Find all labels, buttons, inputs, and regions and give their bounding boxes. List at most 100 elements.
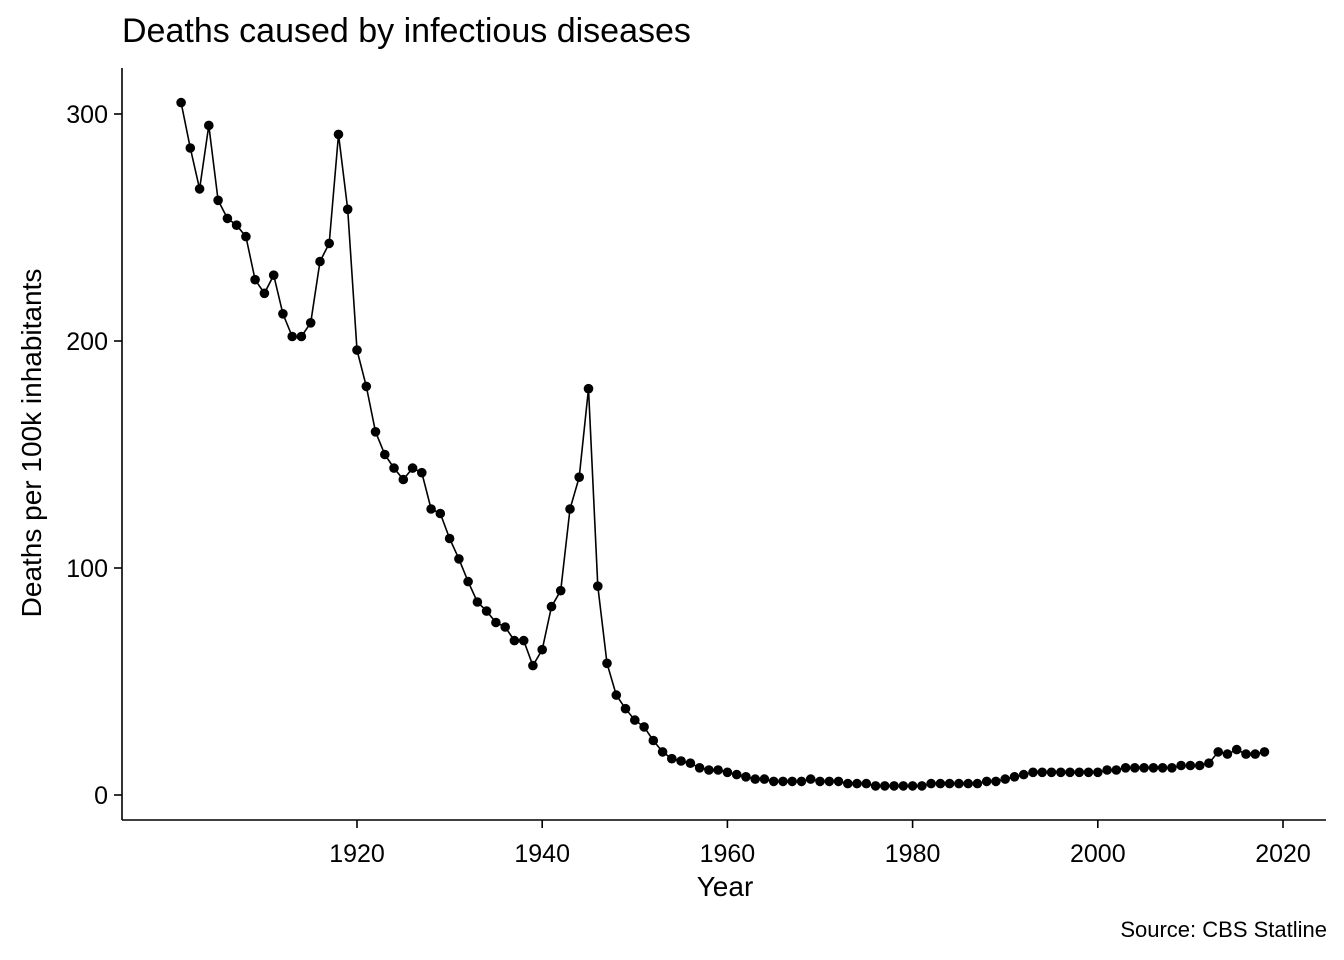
data-point: [1028, 767, 1038, 778]
x-tick-label: 1940: [514, 840, 570, 868]
data-point: [1065, 767, 1075, 778]
data-point: [1194, 760, 1205, 771]
data-point: [843, 778, 853, 789]
data-point: [704, 765, 714, 775]
data-point: [805, 774, 816, 784]
data-point: [648, 735, 659, 746]
data-point: [926, 778, 936, 789]
data-point: [1056, 767, 1066, 778]
data-point: [787, 776, 797, 787]
data-point: [1000, 774, 1010, 784]
data-point: [1167, 763, 1177, 773]
data-point: [305, 318, 316, 328]
data-point: [1148, 763, 1159, 773]
data-point: [713, 765, 723, 775]
data-point: [259, 288, 270, 299]
y-axis-title: Deaths per 100k inhabitants: [16, 269, 47, 618]
data-point: [222, 213, 233, 224]
data-point: [685, 758, 696, 768]
data-point: [287, 331, 298, 342]
x-tick-label: 2000: [1070, 840, 1126, 868]
data-point: [194, 184, 205, 194]
data-point: [426, 504, 436, 514]
data-point: [463, 576, 473, 587]
y-tick-label: 100: [66, 555, 108, 583]
data-point: [1213, 747, 1223, 757]
x-tick-label: 1960: [700, 840, 756, 868]
data-point: [889, 781, 899, 791]
data-point: [722, 767, 733, 778]
data-point: [768, 776, 779, 787]
data-point: [991, 776, 1001, 787]
data-point: [1018, 769, 1029, 780]
data-point: [630, 715, 640, 725]
data-point: [1083, 767, 1094, 778]
data-point: [1250, 749, 1260, 759]
data-point: [667, 753, 677, 764]
data-point: [528, 660, 538, 671]
data-point: [1231, 744, 1242, 755]
data-point: [250, 274, 260, 285]
data-point: [380, 449, 390, 460]
data-point: [981, 776, 992, 787]
chart-caption: Source: CBS Statline: [1120, 917, 1327, 942]
data-point: [1157, 763, 1168, 773]
data-point: [435, 508, 446, 519]
data-point: [333, 129, 344, 140]
data-point: [342, 204, 353, 215]
data-point: [972, 778, 983, 789]
data-point: [444, 533, 455, 544]
data-point: [472, 597, 483, 607]
data-point: [741, 772, 751, 782]
y-tick-label: 200: [66, 328, 108, 356]
data-point: [657, 747, 668, 757]
data-point: [1074, 767, 1085, 778]
x-axis-title: Year: [697, 871, 754, 902]
data-point: [518, 635, 529, 646]
data-point: [694, 763, 705, 773]
data-point: [861, 778, 872, 789]
data-point: [213, 195, 223, 206]
data-point: [583, 383, 594, 394]
data-point: [898, 781, 909, 791]
data-point: [491, 617, 501, 628]
data-point: [278, 309, 288, 319]
data-point: [815, 776, 825, 787]
data-point: [1259, 747, 1270, 757]
chart-title: Deaths caused by infectious diseases: [122, 12, 691, 50]
axes: [121, 68, 1326, 821]
data-point: [176, 97, 186, 108]
data-point: [796, 776, 807, 787]
data-point: [1204, 758, 1214, 768]
data-point: [1009, 772, 1020, 782]
data-point: [759, 774, 770, 784]
data-point: [1102, 765, 1112, 775]
data-point: [750, 774, 760, 784]
data-point: [352, 345, 362, 355]
data-point: [565, 504, 575, 514]
data-point: [1120, 763, 1131, 773]
x-tick-label: 1920: [329, 840, 385, 868]
y-tick-label: 300: [66, 101, 108, 129]
data-point: [361, 381, 372, 392]
data-point: [880, 781, 890, 791]
data-point: [1222, 749, 1233, 759]
data-point: [324, 238, 335, 249]
data-point: [389, 463, 399, 473]
data-point: [204, 120, 214, 131]
data-point: [454, 554, 464, 564]
data-point: [1111, 765, 1122, 775]
data-point: [954, 778, 964, 789]
data-point: [407, 463, 418, 473]
data-point: [1241, 749, 1251, 759]
data-point: [481, 606, 492, 616]
y-tick-label: 0: [94, 782, 108, 810]
data-point: [1176, 760, 1186, 771]
data-point: [370, 427, 381, 437]
data-point: [778, 776, 788, 787]
data-point: [1037, 767, 1047, 778]
data-point: [555, 585, 566, 596]
data-point: [574, 472, 584, 483]
data-point: [546, 601, 557, 612]
